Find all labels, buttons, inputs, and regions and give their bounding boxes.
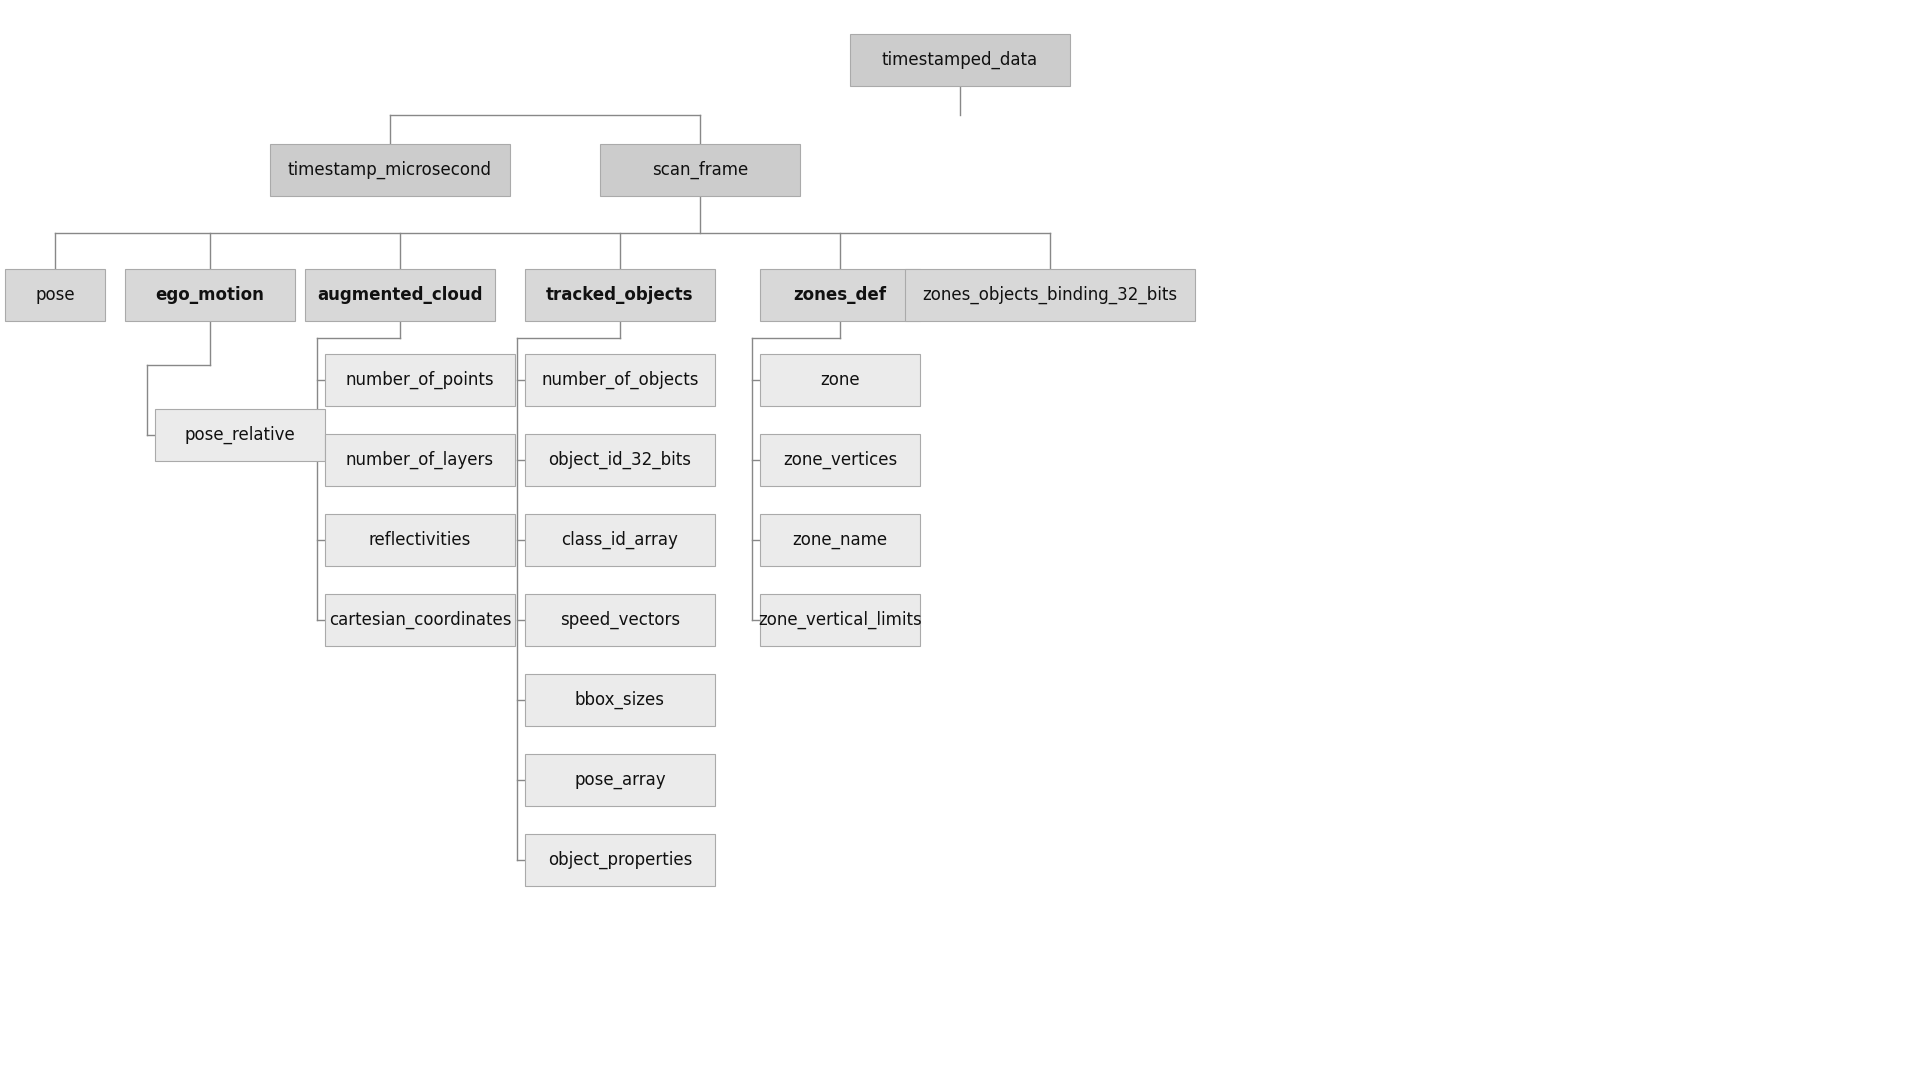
FancyBboxPatch shape [524,754,714,806]
Text: cartesian_coordinates: cartesian_coordinates [328,611,511,630]
Text: object_id_32_bits: object_id_32_bits [549,450,691,469]
Text: tracked_objects: tracked_objects [547,286,693,303]
FancyBboxPatch shape [524,834,714,886]
Text: number_of_points: number_of_points [346,370,493,389]
FancyBboxPatch shape [324,354,515,406]
Text: augmented_cloud: augmented_cloud [317,286,482,303]
FancyBboxPatch shape [6,269,106,321]
FancyBboxPatch shape [271,144,511,195]
Text: pose_relative: pose_relative [184,426,296,444]
FancyBboxPatch shape [305,269,495,321]
Text: zone: zone [820,372,860,389]
Text: zone_vertices: zone_vertices [783,450,897,469]
Text: speed_vectors: speed_vectors [561,611,680,630]
Text: pose: pose [35,286,75,303]
Text: zone_vertical_limits: zone_vertical_limits [758,611,922,630]
Text: zones_def: zones_def [793,286,887,303]
Text: timestamped_data: timestamped_data [881,51,1039,69]
FancyBboxPatch shape [324,514,515,566]
Text: class_id_array: class_id_array [561,531,678,549]
Text: number_of_layers: number_of_layers [346,450,493,469]
FancyBboxPatch shape [524,674,714,726]
FancyBboxPatch shape [904,269,1194,321]
Text: pose_array: pose_array [574,771,666,789]
FancyBboxPatch shape [524,354,714,406]
FancyBboxPatch shape [760,354,920,406]
FancyBboxPatch shape [599,144,801,195]
FancyBboxPatch shape [760,434,920,486]
Text: object_properties: object_properties [547,851,693,869]
FancyBboxPatch shape [524,594,714,646]
Text: bbox_sizes: bbox_sizes [574,691,664,710]
FancyBboxPatch shape [324,594,515,646]
Text: ego_motion: ego_motion [156,286,265,303]
FancyBboxPatch shape [125,269,296,321]
Text: number_of_objects: number_of_objects [541,370,699,389]
FancyBboxPatch shape [324,434,515,486]
FancyBboxPatch shape [851,33,1069,86]
FancyBboxPatch shape [760,594,920,646]
FancyBboxPatch shape [760,514,920,566]
Text: zones_objects_binding_32_bits: zones_objects_binding_32_bits [922,286,1177,305]
FancyBboxPatch shape [760,269,920,321]
Text: scan_frame: scan_frame [653,161,749,179]
Text: timestamp_microsecond: timestamp_microsecond [288,161,492,179]
Text: zone_name: zone_name [793,531,887,549]
Text: reflectivities: reflectivities [369,531,470,549]
FancyBboxPatch shape [156,409,324,461]
FancyBboxPatch shape [524,269,714,321]
FancyBboxPatch shape [524,514,714,566]
FancyBboxPatch shape [524,434,714,486]
